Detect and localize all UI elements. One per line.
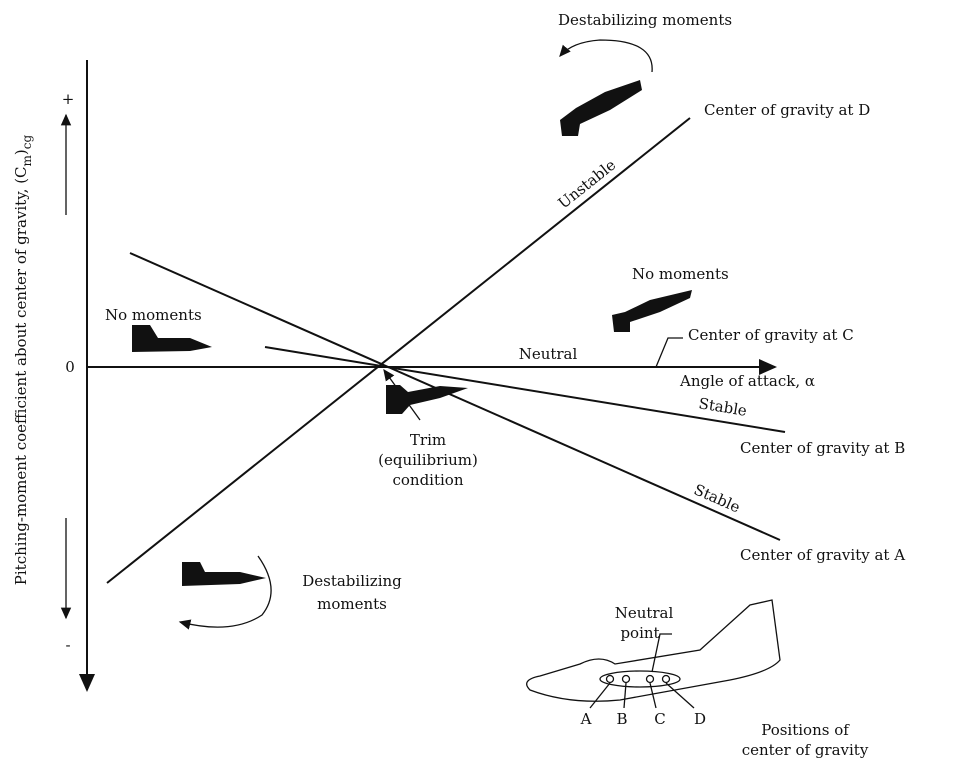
destab-line: moments [317,595,387,613]
label-c: Center of gravity at C [688,326,854,344]
caption-line: center of gravity [742,741,869,759]
tag-d: Unstable [555,156,620,213]
caption-line: Positions of [761,721,850,739]
fuselage-outline [526,599,781,702]
airplane-schematic: Neutral point A B C D Positions of center … [526,599,869,759]
axes: + 0 - Pitching-moment coefficient about … [12,60,815,692]
label-d: Center of gravity at D [704,101,870,119]
cg-point [621,674,631,684]
no-moments-left: No moments [105,306,202,324]
label-a: Center of gravity at A [740,546,905,564]
position-label: C [654,710,665,728]
y-label-close: ) [12,149,30,155]
y-label-sub: m [20,154,34,166]
plane-trim [386,385,468,414]
tag-a: Stable [691,480,743,516]
tag-b: Stable [697,394,748,420]
trim-line: condition [392,471,463,489]
c-leader [655,337,683,368]
position-label: D [694,710,706,728]
cg-lines: Center of gravity at D Unstable Center o… [106,101,905,584]
cg-point [605,674,615,684]
np-leader [651,633,672,673]
np-line: Neutral [615,604,674,622]
cg-point [661,674,671,684]
plane-bottom [182,562,266,586]
leader [665,682,695,709]
trim-line: (equilibrium) [378,451,478,469]
rotation-arrow-top [559,39,653,73]
x-axis-label: Angle of attack, α [679,372,815,390]
neutral-point-label: Neutral point [615,604,674,642]
positions-caption: Positions of center of gravity [742,721,869,759]
plane-right [612,290,692,332]
position-label: B [616,710,627,728]
wing-root [599,670,681,688]
line-d [106,117,691,584]
trim-leader [383,368,421,421]
rotation-arrow-bottom [178,555,272,630]
plus-sign: + [62,90,75,108]
leader [589,682,611,709]
leader [649,682,657,709]
np-line: point [620,624,659,642]
plane-left [132,325,212,352]
zero-label: 0 [65,358,75,376]
position-label: A [580,710,592,728]
cg-point [645,674,655,684]
trim-line: Trim [410,431,446,449]
no-moments-right: No moments [632,265,729,283]
label-b: Center of gravity at B [740,439,905,457]
line-b [264,346,786,433]
trim-label: Trim (equilibrium) condition [378,431,478,489]
destab-top: Destabilizing moments [558,11,732,29]
annotations: Destabilizing moments No moments No mome… [105,11,732,630]
leader [623,682,627,709]
tag-c: Neutral [519,345,578,363]
destab-line: Destabilizing [302,572,402,590]
y-label-sub2: cg [20,134,34,149]
minus-sign: - [65,636,70,654]
destab-bottom: Destabilizing moments [302,572,402,613]
y-axis-label: Pitching-moment coefficient about center… [12,134,34,585]
plane-top [560,80,642,136]
y-label-main: Pitching-moment coefficient about center… [12,166,30,585]
line-a [129,252,781,541]
